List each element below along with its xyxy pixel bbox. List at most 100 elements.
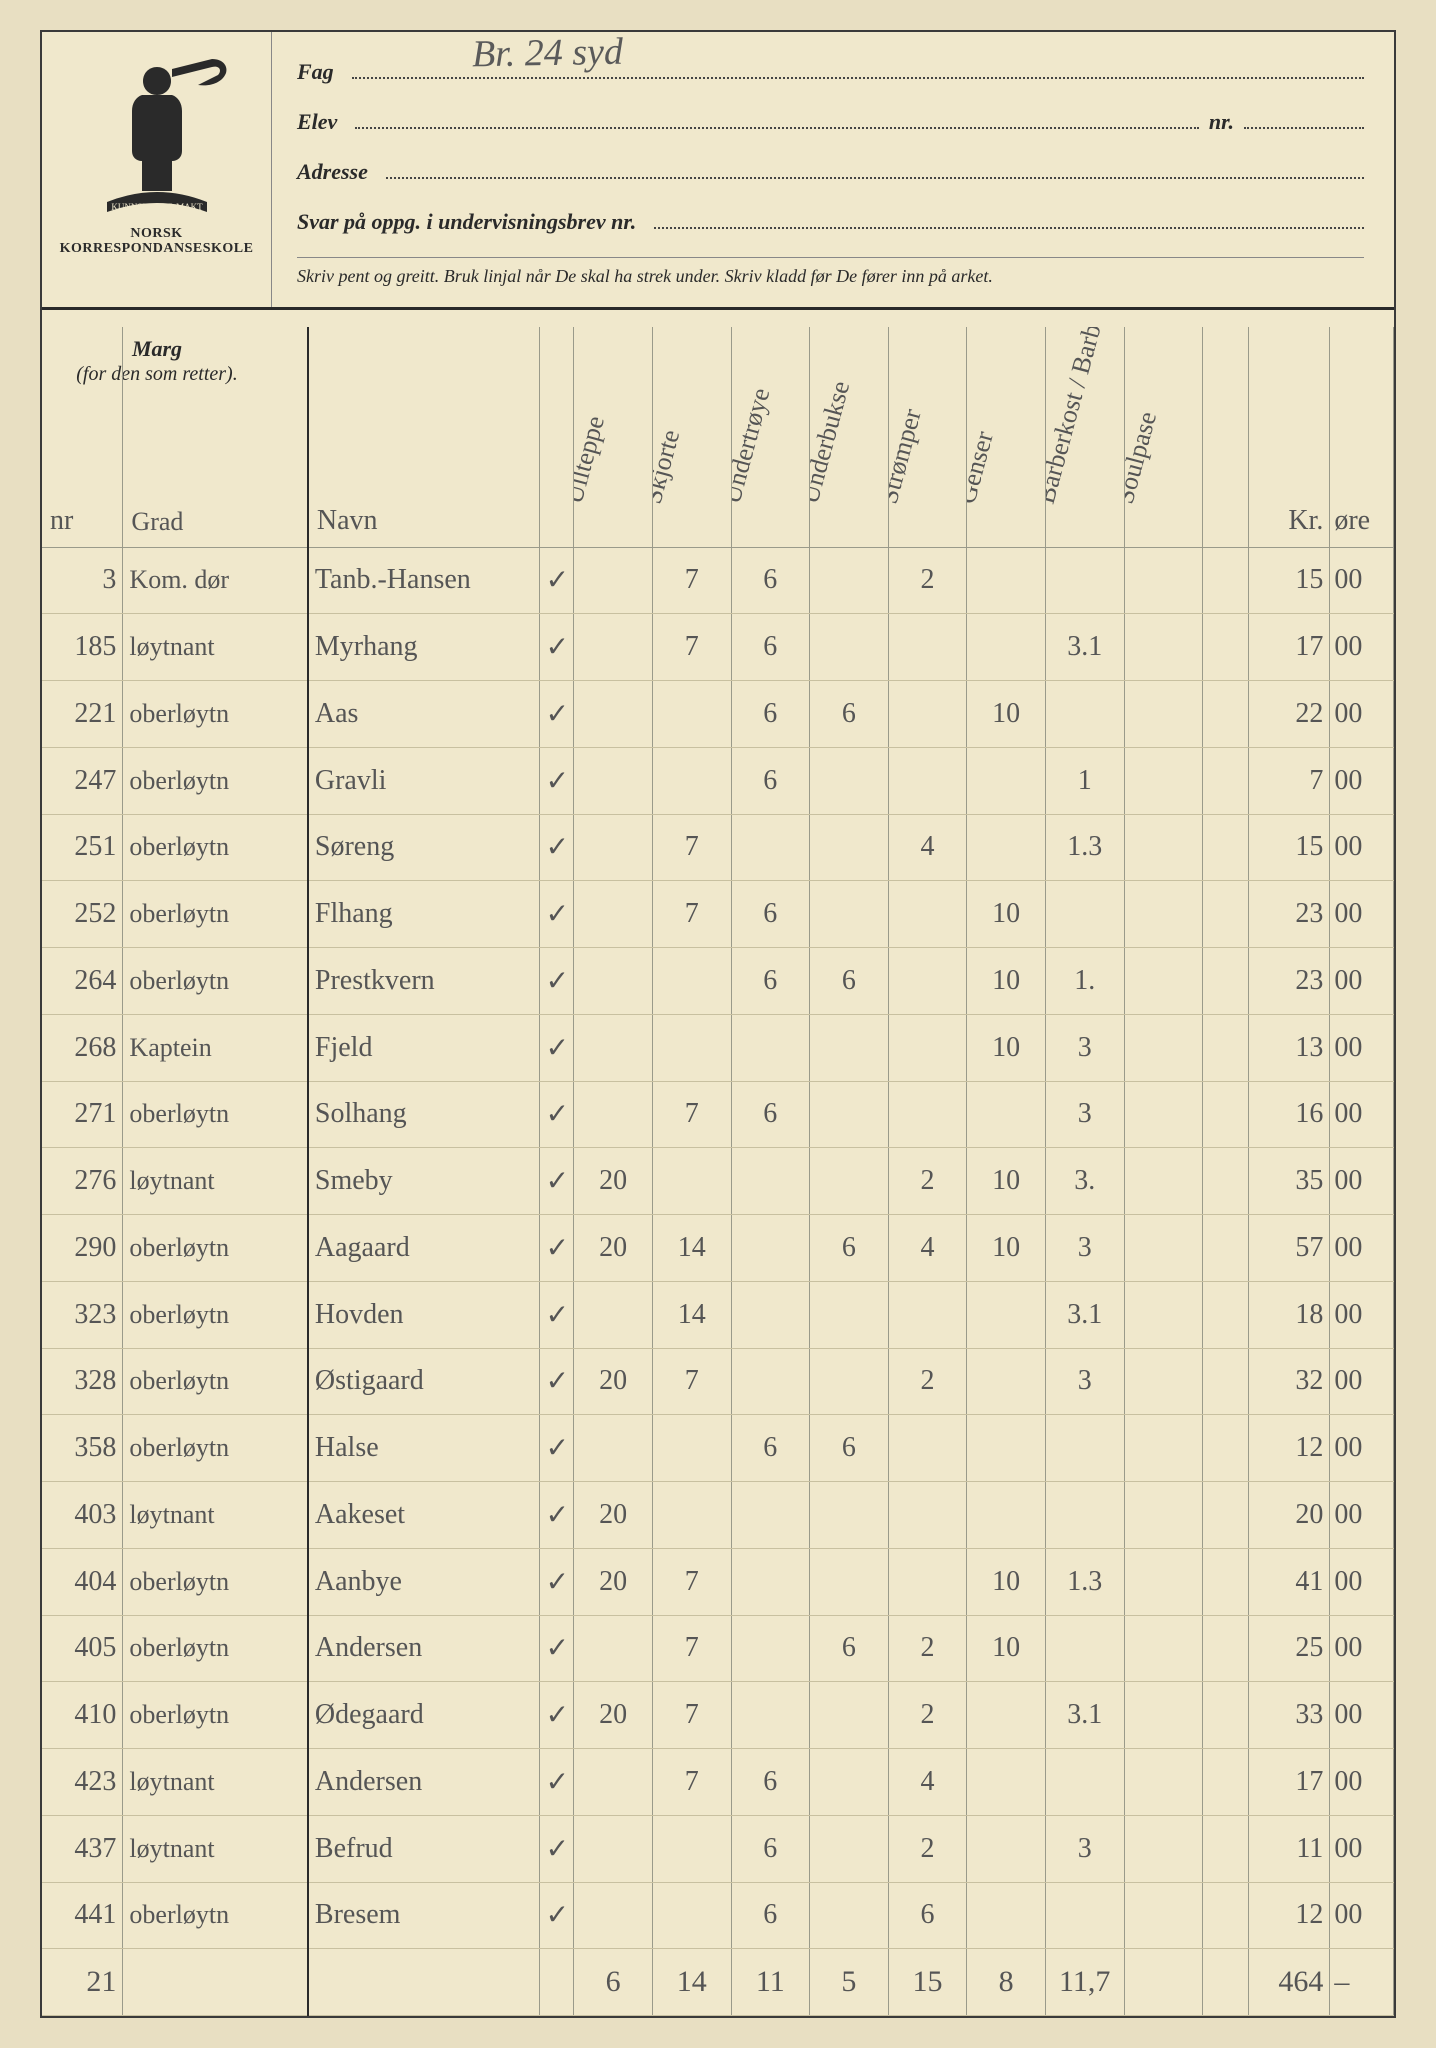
cell-grad: løytnant xyxy=(123,1482,308,1549)
cell-c1 xyxy=(574,1415,653,1482)
svar-line: Svar på oppg. i undervisningsbrev nr. xyxy=(297,207,1364,235)
cell-c3 xyxy=(731,1215,810,1282)
cell-c2 xyxy=(652,948,731,1015)
cell-c6 xyxy=(967,1081,1046,1148)
table-row: 405oberløytnAndersen✓762102500 xyxy=(42,1615,1394,1682)
cell-check: ✓ xyxy=(539,1482,574,1549)
cell-c8 xyxy=(1124,1548,1203,1615)
cell-c7 xyxy=(1045,1415,1124,1482)
cell-c3 xyxy=(731,1014,810,1081)
cell-nr: 221 xyxy=(42,681,123,748)
cell-grad: løytnant xyxy=(123,614,308,681)
cell-ore: 00 xyxy=(1330,1615,1394,1682)
cell-kr: 15 xyxy=(1249,547,1330,614)
cell-c2: 7 xyxy=(652,1615,731,1682)
cell-grad: oberløytn xyxy=(123,1281,308,1348)
cell-c4: 6 xyxy=(810,1615,889,1682)
cell-c3: 6 xyxy=(731,948,810,1015)
cell-c3 xyxy=(731,1615,810,1682)
cell-ore: 00 xyxy=(1330,547,1394,614)
logo-box: KUNNSKAP ER MAKT NORSK KORRESPONDANSESKO… xyxy=(42,32,272,307)
cell-c6: 10 xyxy=(967,1215,1046,1282)
cell-check: ✓ xyxy=(539,1281,574,1348)
cell-c2: 14 xyxy=(652,1281,731,1348)
cell-c1 xyxy=(574,547,653,614)
cell-grad: oberløytn xyxy=(123,1415,308,1482)
table-row: 404oberløytnAanbye✓207101.34100 xyxy=(42,1548,1394,1615)
cell-c7: 3.1 xyxy=(1045,614,1124,681)
cell-nr: 405 xyxy=(42,1615,123,1682)
cell-ore: 00 xyxy=(1330,1215,1394,1282)
cell-nr: 423 xyxy=(42,1749,123,1816)
cell-ore: 00 xyxy=(1330,1148,1394,1215)
cell-c6: 10 xyxy=(967,1615,1046,1682)
cell-navn: Aakeset xyxy=(308,1482,539,1549)
total-c7: 11,7 xyxy=(1045,1949,1124,2016)
cell-kr: 11 xyxy=(1249,1815,1330,1882)
cell-c5 xyxy=(888,1415,967,1482)
cell-c4 xyxy=(810,1882,889,1949)
cell-ore: 00 xyxy=(1330,1081,1394,1148)
cell-check: ✓ xyxy=(539,1749,574,1816)
cell-navn: Østigaard xyxy=(308,1348,539,1415)
cell-c5 xyxy=(888,1548,967,1615)
cell-c6 xyxy=(967,1682,1046,1749)
cell-c7 xyxy=(1045,881,1124,948)
hdr-ore: øre xyxy=(1330,327,1394,547)
cell-c8 xyxy=(1124,547,1203,614)
cell-grad: oberløytn xyxy=(123,1215,308,1282)
cell-c1 xyxy=(574,1081,653,1148)
cell-grad: oberløytn xyxy=(123,948,308,1015)
cell-c6 xyxy=(967,1281,1046,1348)
cell-c6: 10 xyxy=(967,948,1046,1015)
cell-ore: 00 xyxy=(1330,1882,1394,1949)
cell-c8 xyxy=(1124,1281,1203,1348)
header: KUNNSKAP ER MAKT NORSK KORRESPONDANSESKO… xyxy=(42,32,1394,310)
cell-check: ✓ xyxy=(539,1682,574,1749)
hdr-c4: Underbukse xyxy=(810,327,889,547)
cell-grad: oberløytn xyxy=(123,1882,308,1949)
cell-nr: 290 xyxy=(42,1215,123,1282)
cell-c7: 3. xyxy=(1045,1148,1124,1215)
cell-c4 xyxy=(810,747,889,814)
column-headers: nr Grad Navn Ullteppe Skjorte Undertrøye… xyxy=(42,327,1394,547)
cell-c6: 10 xyxy=(967,1014,1046,1081)
cell-c5 xyxy=(888,1014,967,1081)
cell-c4 xyxy=(810,1014,889,1081)
elev-line: Elev nr. xyxy=(297,107,1364,135)
cell-c7: 3 xyxy=(1045,1081,1124,1148)
cell-navn: Andersen xyxy=(308,1615,539,1682)
total-c3: 11 xyxy=(731,1949,810,2016)
cell-ore: 00 xyxy=(1330,948,1394,1015)
cell-c4 xyxy=(810,1749,889,1816)
nr-label: nr. xyxy=(1209,109,1234,135)
cell-c2: 7 xyxy=(652,881,731,948)
cell-c3: 6 xyxy=(731,1749,810,1816)
cell-navn: Aagaard xyxy=(308,1215,539,1282)
cell-kr: 20 xyxy=(1249,1482,1330,1549)
cell-kr: 18 xyxy=(1249,1281,1330,1348)
total-c4: 5 xyxy=(810,1949,889,2016)
cell-c6 xyxy=(967,1815,1046,1882)
cell-c3 xyxy=(731,814,810,881)
cell-c5: 4 xyxy=(888,814,967,881)
cell-c8 xyxy=(1124,948,1203,1015)
cell-check: ✓ xyxy=(539,948,574,1015)
cell-kr: 17 xyxy=(1249,1749,1330,1816)
cell-c1: 20 xyxy=(574,1348,653,1415)
cell-c6 xyxy=(967,1415,1046,1482)
cell-check: ✓ xyxy=(539,881,574,948)
table-row: 410oberløytnØdegaard✓20723.13300 xyxy=(42,1682,1394,1749)
instructions: Skriv pent og greitt. Bruk linjal når De… xyxy=(297,257,1364,297)
table-row: 3Kom. dørTanb.-Hansen✓7621500 xyxy=(42,547,1394,614)
cell-kr: 35 xyxy=(1249,1148,1330,1215)
cell-c3 xyxy=(731,1682,810,1749)
cell-c1 xyxy=(574,747,653,814)
cell-c8 xyxy=(1124,1749,1203,1816)
hdr-c2: Skjorte xyxy=(652,327,731,547)
cell-c8 xyxy=(1124,614,1203,681)
cell-c4: 6 xyxy=(810,1415,889,1482)
table-row: 251oberløytnSøreng✓741.31500 xyxy=(42,814,1394,881)
total-kr: 464 xyxy=(1249,1949,1330,2016)
cell-c5: 2 xyxy=(888,1682,967,1749)
